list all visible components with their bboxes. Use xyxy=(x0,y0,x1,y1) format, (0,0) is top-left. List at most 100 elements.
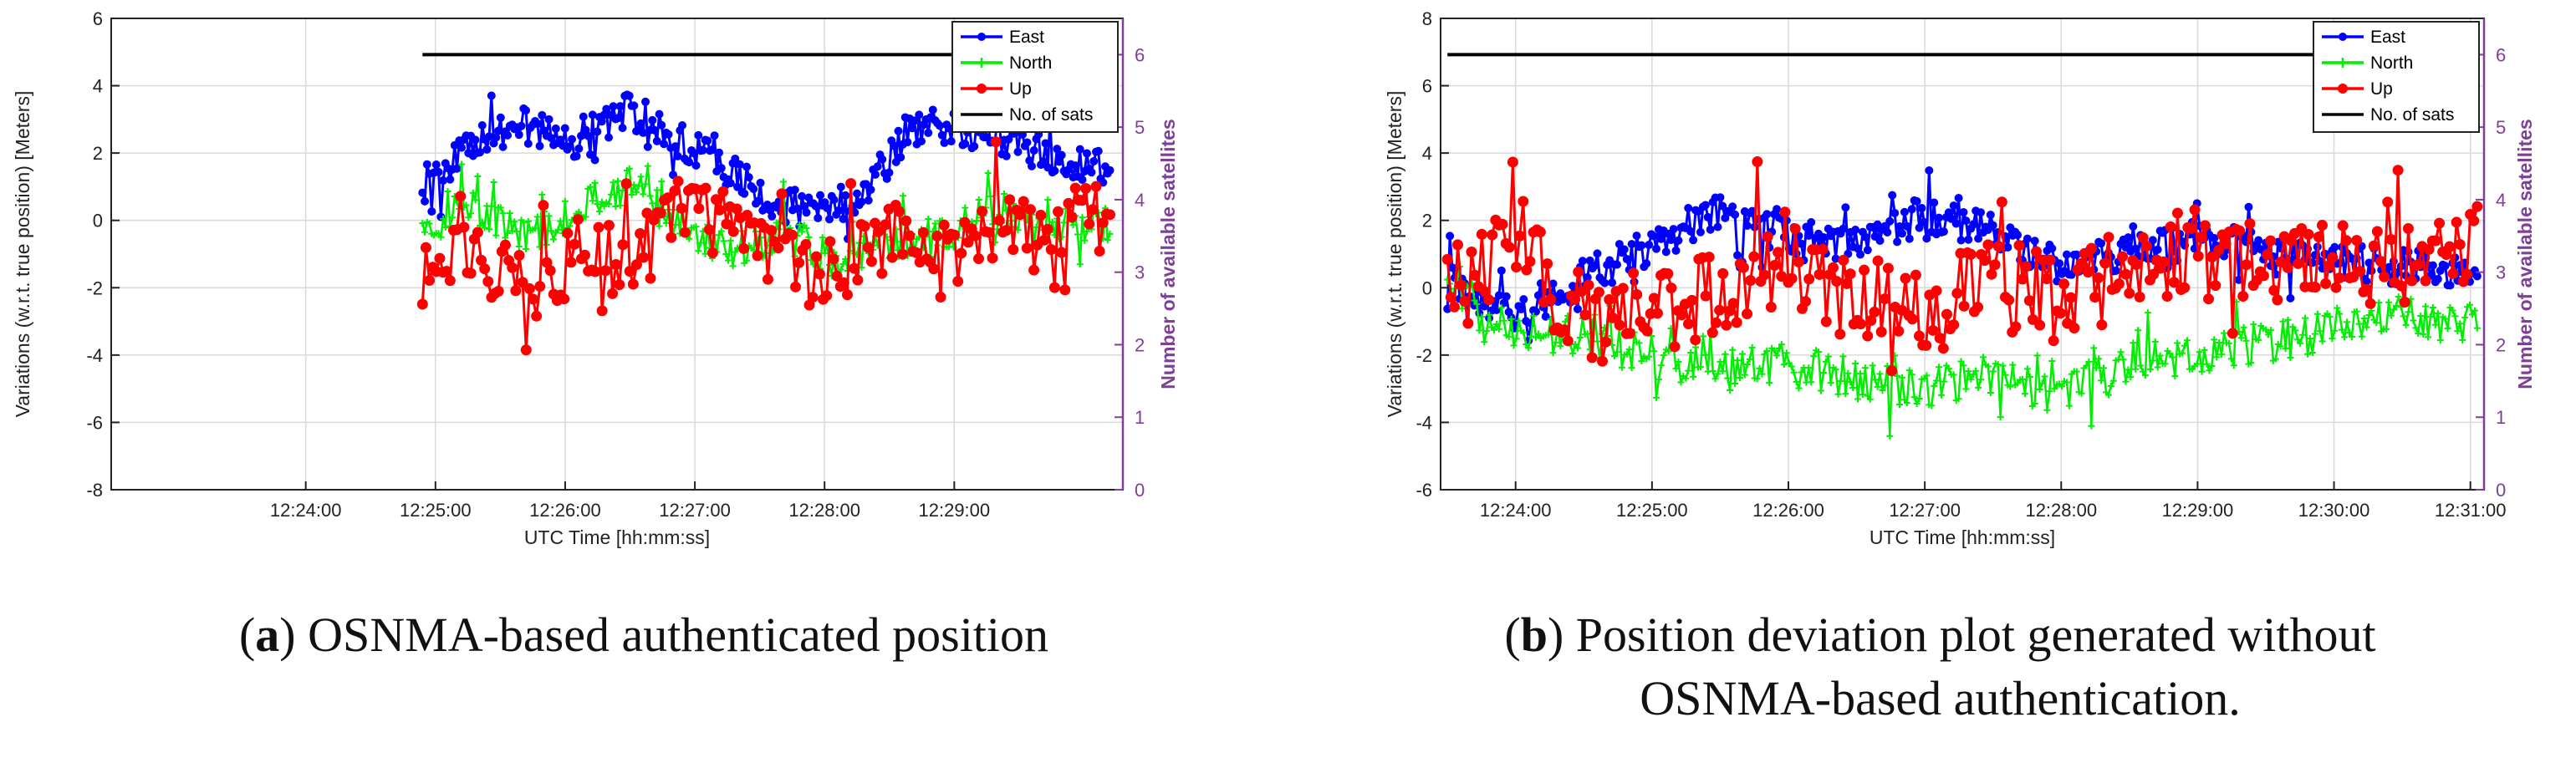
point-north xyxy=(1810,353,1818,360)
point-up xyxy=(1776,271,1788,282)
point-east xyxy=(1905,234,1914,243)
point-east xyxy=(678,121,687,130)
point-north xyxy=(1660,352,1667,359)
point-north xyxy=(1512,335,1520,343)
point-north xyxy=(481,224,488,231)
point-up xyxy=(1469,269,1481,281)
tick-label-y-right: 5 xyxy=(1135,117,1145,138)
point-east xyxy=(522,106,531,115)
point-north xyxy=(625,165,633,172)
point-north xyxy=(1815,348,1823,356)
point-east xyxy=(1986,211,1995,220)
point-north xyxy=(487,202,495,210)
point-east xyxy=(825,215,834,224)
point-north xyxy=(2183,337,2191,344)
point-east xyxy=(1716,193,1725,202)
point-north xyxy=(642,181,650,188)
tick-label-x: 12:29:00 xyxy=(2162,500,2234,521)
point-north xyxy=(600,202,608,210)
point-north xyxy=(1079,214,1086,221)
point-north xyxy=(2122,378,2130,385)
point-up xyxy=(1937,343,1949,354)
point-north xyxy=(1576,333,1584,341)
point-east xyxy=(452,164,462,173)
point-north xyxy=(2392,302,2400,309)
point-up xyxy=(1742,308,1753,320)
point-east xyxy=(1620,245,1629,254)
tick-label-y-right: 1 xyxy=(2496,407,2506,428)
point-north xyxy=(1476,327,1483,334)
point-up xyxy=(1004,194,1016,206)
point-north xyxy=(587,183,594,191)
point-north xyxy=(1611,353,1619,360)
point-up xyxy=(1872,255,1884,267)
point-north xyxy=(837,266,844,273)
point-east xyxy=(421,196,430,206)
point-east xyxy=(873,162,882,171)
point-north xyxy=(2272,355,2279,363)
point-east xyxy=(753,196,763,206)
point-east xyxy=(885,168,894,177)
point-north xyxy=(1672,365,1680,373)
point-north xyxy=(1763,347,1771,354)
point-east xyxy=(1706,225,1715,234)
point-north xyxy=(798,228,806,236)
point-east xyxy=(839,215,848,224)
point-up xyxy=(2213,244,2225,256)
point-north xyxy=(1534,330,1542,338)
point-east xyxy=(1041,139,1050,148)
point-north xyxy=(2144,309,2151,317)
point-east xyxy=(551,124,560,133)
point-up xyxy=(1934,333,1946,344)
point-north xyxy=(2196,348,2203,356)
point-up xyxy=(596,305,608,317)
point-east xyxy=(802,208,811,217)
point-up xyxy=(2471,201,2483,212)
point-east xyxy=(836,182,845,191)
point-north xyxy=(2058,383,2066,390)
point-north xyxy=(1847,379,1854,386)
legend-marker-up xyxy=(2338,84,2348,94)
point-up xyxy=(865,256,877,267)
point-east xyxy=(630,101,639,110)
point-north xyxy=(2341,333,2349,341)
point-up xyxy=(434,252,446,264)
point-up xyxy=(2206,252,2218,263)
point-east xyxy=(1951,219,1961,228)
point-north xyxy=(2264,331,2272,338)
point-north xyxy=(1507,315,1515,323)
point-up xyxy=(1748,251,1760,262)
point-up xyxy=(444,275,456,287)
point-up xyxy=(1834,328,1846,340)
point-north xyxy=(1857,370,1864,378)
point-up xyxy=(2196,231,2207,242)
point-up xyxy=(2034,319,2046,331)
point-north xyxy=(2051,385,2058,393)
point-up xyxy=(2241,259,2252,271)
legend-label-up: Up xyxy=(2370,79,2393,99)
legend-label-north: North xyxy=(2370,53,2413,73)
point-up xyxy=(424,275,436,287)
point-up xyxy=(1607,312,1619,323)
point-up xyxy=(1773,247,1784,258)
point-up xyxy=(1059,284,1071,296)
point-north xyxy=(458,160,466,168)
point-up xyxy=(531,310,543,322)
point-north xyxy=(523,245,530,252)
point-east xyxy=(793,204,802,213)
tick-label-y: 4 xyxy=(93,76,103,97)
point-east xyxy=(937,130,946,140)
point-north xyxy=(582,213,589,221)
tick-label-y-right: 5 xyxy=(2496,117,2506,138)
point-east xyxy=(1684,203,1693,212)
point-north xyxy=(2331,327,2339,334)
point-north xyxy=(2277,343,2284,350)
point-up xyxy=(520,344,532,356)
point-up xyxy=(859,221,870,232)
point-up xyxy=(1604,294,1615,306)
point-up xyxy=(876,267,888,279)
point-up xyxy=(1648,292,1660,304)
point-up xyxy=(2348,272,2359,283)
point-up xyxy=(1562,335,1574,347)
point-north xyxy=(1738,350,1746,358)
